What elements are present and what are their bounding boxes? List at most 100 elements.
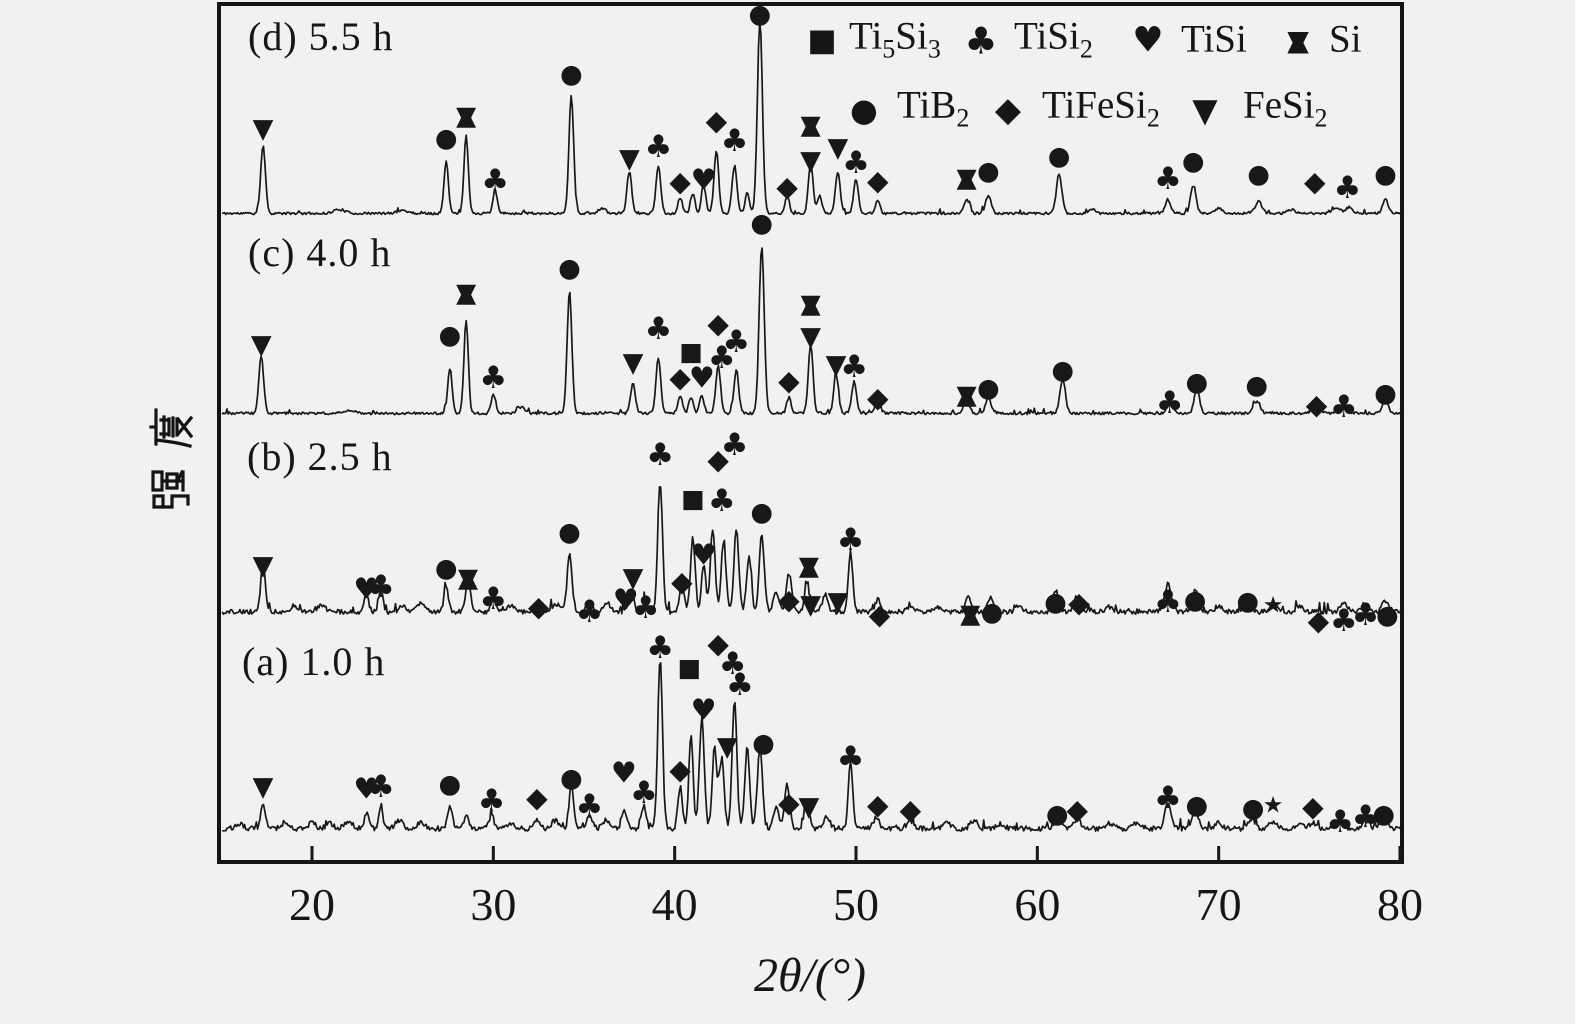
marker-club-icon: ♣ bbox=[1156, 385, 1184, 421]
marker-circle-icon: ● bbox=[560, 59, 583, 89]
x-axis-ticks bbox=[310, 846, 1402, 860]
xrd-curve-d bbox=[221, 21, 1402, 216]
marker-star6-icon: ▲ bbox=[456, 101, 476, 131]
legend-label-FeSi2: FeSi2 bbox=[1243, 83, 1328, 133]
marker-club-icon: ♣ bbox=[481, 163, 509, 199]
marker-club-icon: ♣ bbox=[576, 788, 604, 824]
marker-diamond-icon: ◆ bbox=[1306, 388, 1328, 421]
marker-heart-icon: ♥ bbox=[613, 582, 639, 616]
marker-diamond-icon: ◆ bbox=[778, 583, 800, 616]
marker-club-icon: ♣ bbox=[644, 129, 672, 165]
marker-diamond-icon: ◆ bbox=[1066, 793, 1088, 826]
marker-tri-icon: ▼ bbox=[619, 144, 640, 175]
marker-circle-icon: ● bbox=[1376, 600, 1399, 630]
marker-club-icon: ♣ bbox=[646, 437, 674, 473]
diffraction-curves bbox=[221, 21, 1402, 832]
marker-club-icon: ♣ bbox=[840, 349, 868, 385]
marker-star6-icon: ▼ bbox=[458, 563, 478, 593]
marker-circle-icon: ● bbox=[438, 320, 461, 350]
marker-circle-icon: ● bbox=[1242, 793, 1265, 823]
marker-circle-icon: ● bbox=[435, 553, 458, 583]
marker-circle-icon: ● bbox=[1247, 159, 1270, 189]
legend-label-TiB2: TiB2 bbox=[897, 83, 970, 133]
marker-star6-icon: ▼ bbox=[801, 289, 821, 319]
marker-star6-icon: ▲ bbox=[458, 563, 478, 593]
marker-circle-icon: ● bbox=[1046, 799, 1069, 829]
pattern-label-d: (d) 5.5 h bbox=[248, 14, 394, 59]
marker-tri-icon: ▼ bbox=[253, 551, 274, 582]
marker-club-icon: ♣ bbox=[1352, 597, 1380, 633]
marker-circle-icon: ● bbox=[1051, 355, 1074, 385]
marker-club-icon: ♣ bbox=[1352, 799, 1380, 835]
xrd-curve-b bbox=[221, 485, 1402, 616]
marker-star6-icon: ▼ bbox=[799, 551, 819, 581]
marker-star5-icon: ★ bbox=[1263, 792, 1284, 818]
legend-label-TiFeSi2: TiFeSi2 bbox=[1042, 83, 1160, 133]
marker-tri-icon: ▼ bbox=[251, 330, 272, 361]
marker-circle-icon: ● bbox=[749, 0, 772, 29]
marker-circle-icon: ● bbox=[1374, 378, 1397, 408]
marker-club-icon: ♣ bbox=[630, 775, 658, 811]
marker-star5-icon: ★ bbox=[1263, 592, 1284, 618]
marker-club-icon: ♣ bbox=[1154, 780, 1182, 816]
marker-diamond-icon: ◆ bbox=[706, 104, 728, 137]
marker-tri-icon: ▼ bbox=[253, 114, 274, 145]
marker-tri-icon: ▼ bbox=[826, 350, 847, 381]
marker-diamond-icon: ◆ bbox=[900, 793, 922, 826]
marker-square-icon: ■ bbox=[681, 484, 705, 513]
marker-diamond-icon: ◆ bbox=[778, 786, 800, 819]
marker-club-icon: ♣ bbox=[719, 646, 747, 682]
marker-circle-icon: ● bbox=[560, 763, 583, 793]
marker-tri-icon: ▼ bbox=[800, 590, 821, 621]
marker-star6-icon: ▲ bbox=[456, 278, 476, 308]
marker-star6-icon: ▲ bbox=[957, 163, 977, 193]
marker-star6-icon: ▼ bbox=[957, 380, 977, 410]
marker-club-icon: ♣ bbox=[721, 123, 749, 159]
pattern-label-a: (a) 1.0 h bbox=[242, 639, 386, 684]
marker-circle-icon: ● bbox=[1182, 146, 1205, 176]
marker-diamond-icon: ◆ bbox=[776, 170, 798, 203]
marker-circle-icon: ● bbox=[752, 728, 775, 758]
marker-circle-icon: ● bbox=[981, 597, 1004, 627]
legend-heart-icon: ♥ bbox=[1132, 20, 1164, 61]
marker-tri-icon: ▼ bbox=[827, 133, 848, 164]
x-tick-label: 80 bbox=[1376, 879, 1423, 930]
x-axis-title: 2θ/(°) bbox=[753, 949, 867, 1002]
marker-circle-icon: ● bbox=[977, 156, 1000, 186]
marker-tri-icon: ▼ bbox=[253, 772, 274, 803]
marker-club-icon: ♣ bbox=[644, 311, 672, 347]
marker-circle-icon: ● bbox=[1048, 141, 1071, 171]
pattern-label-c: (c) 4.0 h bbox=[248, 230, 392, 275]
marker-diamond-icon: ◆ bbox=[778, 364, 800, 397]
legend-tri-icon: ▼ bbox=[1192, 90, 1218, 130]
marker-club-icon: ♣ bbox=[837, 740, 865, 776]
marker-club-icon: ♣ bbox=[1154, 161, 1182, 197]
marker-diamond-icon: ◆ bbox=[1068, 586, 1090, 619]
marker-star6-icon: ▼ bbox=[957, 163, 977, 193]
xrd-curve-a bbox=[222, 662, 1402, 832]
marker-diamond-icon: ◆ bbox=[707, 443, 729, 476]
x-tick-label: 70 bbox=[1195, 879, 1242, 930]
y-axis-label-char-qiang bbox=[151, 469, 190, 509]
marker-club-icon: ♣ bbox=[367, 569, 395, 605]
marker-tri-icon: ▼ bbox=[827, 587, 848, 618]
marker-diamond-icon: ◆ bbox=[669, 753, 691, 786]
legend-label-TiSi2: TiSi2 bbox=[1014, 14, 1093, 64]
marker-club-icon: ♣ bbox=[479, 581, 507, 617]
marker-club-icon: ♣ bbox=[1330, 603, 1358, 639]
marker-star6-icon: ▼ bbox=[456, 278, 476, 308]
marker-star6-icon: ▲ bbox=[801, 110, 821, 140]
x-tick-label: 60 bbox=[1014, 879, 1061, 930]
x-tick-label: 30 bbox=[470, 879, 517, 930]
marker-diamond-icon: ◆ bbox=[526, 781, 548, 814]
marker-tri-icon: ▼ bbox=[800, 322, 821, 353]
marker-circle-icon: ● bbox=[438, 769, 461, 799]
legend-label-Si: Si bbox=[1329, 17, 1362, 61]
phase-markers: ▼ ●▲▼♣●▼ ♣◆ ♥◆♣●◆▲▼▼ ▼♣◆ ▲▼ ● ●♣ ● ● ◆ ♣ ●▼ ●▲▼♣●▼♣◆■… bbox=[251, 0, 1399, 840]
marker-circle-icon: ● bbox=[977, 373, 1000, 403]
marker-circle-icon: ● bbox=[1186, 367, 1209, 397]
marker-club-icon: ♣ bbox=[646, 630, 674, 666]
marker-diamond-icon: ◆ bbox=[707, 627, 729, 660]
